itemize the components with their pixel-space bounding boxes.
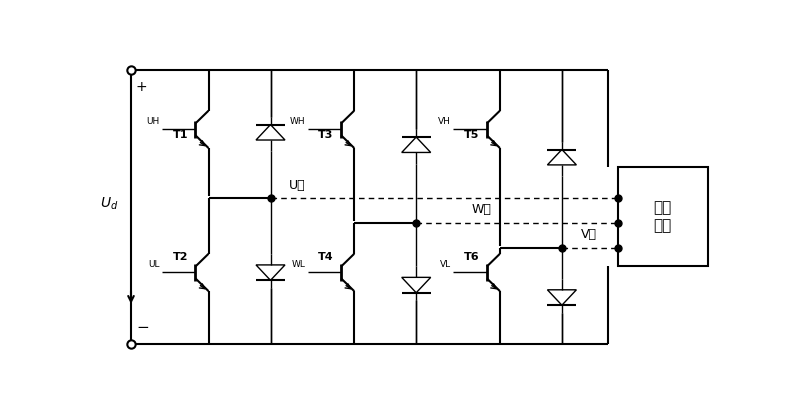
Text: T3: T3 <box>318 130 334 140</box>
Text: T6: T6 <box>464 252 479 262</box>
Text: T5: T5 <box>464 130 479 140</box>
Text: VL: VL <box>440 260 451 269</box>
Text: WH: WH <box>290 117 306 126</box>
Text: WL: WL <box>291 260 306 269</box>
Text: +: + <box>136 80 147 94</box>
FancyBboxPatch shape <box>618 167 708 266</box>
Text: $U_d$: $U_d$ <box>100 196 118 212</box>
Text: T2: T2 <box>173 252 188 262</box>
Text: UL: UL <box>148 260 159 269</box>
Text: U相: U相 <box>289 179 306 191</box>
Text: T4: T4 <box>318 252 334 262</box>
Text: −: − <box>136 320 149 335</box>
Text: W相: W相 <box>472 204 492 217</box>
Text: VH: VH <box>438 117 451 126</box>
Text: UH: UH <box>146 117 159 126</box>
Text: 三相
负载: 三相 负载 <box>654 200 672 233</box>
Text: T1: T1 <box>173 130 188 140</box>
Text: V相: V相 <box>581 228 597 241</box>
